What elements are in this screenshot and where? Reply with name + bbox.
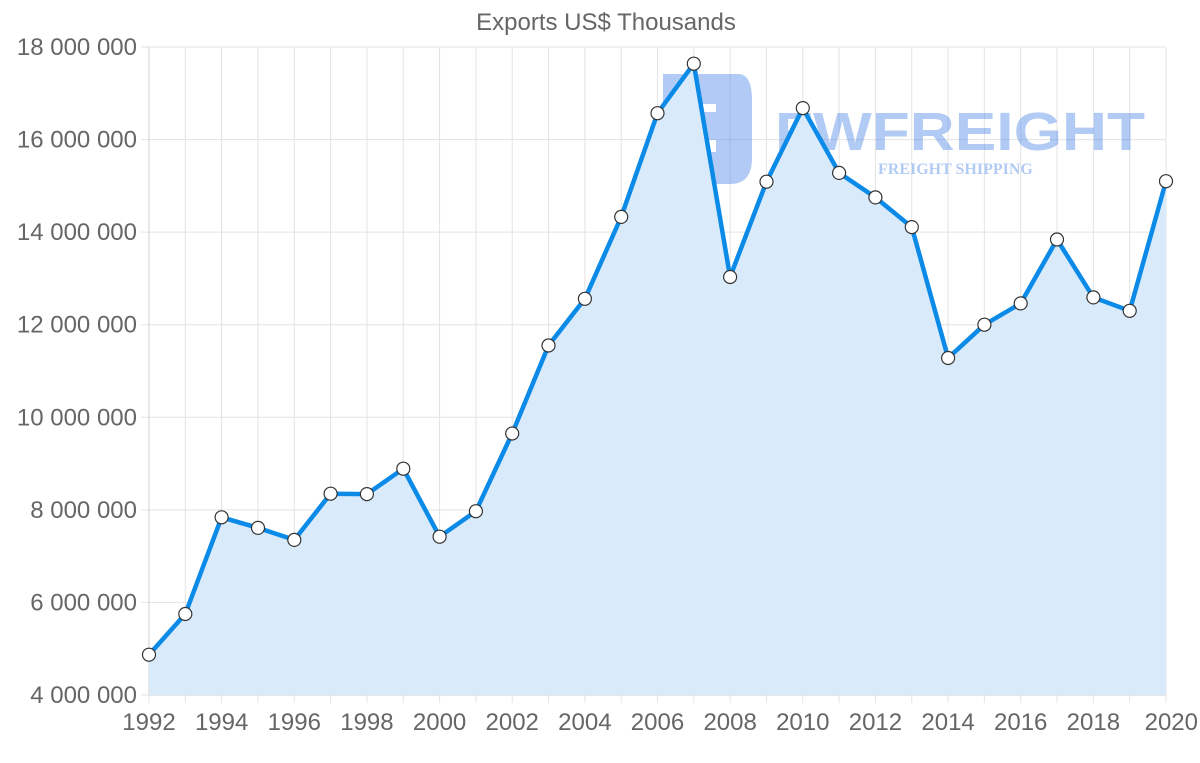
x-tick-label: 2018	[1067, 709, 1120, 736]
watermark-tagline: FREIGHT SHIPPING	[878, 161, 1033, 178]
x-tick-label: 2014	[921, 709, 974, 736]
data-point-2012[interactable]	[868, 190, 883, 205]
series-area	[149, 63, 1166, 695]
x-tick-label: 2002	[486, 709, 539, 736]
data-point-2013[interactable]	[904, 220, 919, 235]
x-tick-label: 1998	[340, 709, 393, 736]
y-tick-label: 16 000 000	[17, 127, 137, 154]
data-point-2018[interactable]	[1086, 290, 1101, 305]
data-point-2010[interactable]	[795, 100, 810, 116]
data-point-2016[interactable]	[1013, 296, 1028, 311]
y-tick-label: 6 000 000	[30, 589, 137, 616]
data-point-1996[interactable]	[287, 532, 302, 548]
data-point-2019[interactable]	[1122, 303, 1137, 318]
data-point-2002[interactable]	[505, 426, 520, 441]
data-point-1997[interactable]	[323, 486, 338, 501]
data-point-2000[interactable]	[432, 529, 447, 544]
x-tick-label: 2004	[558, 709, 611, 736]
data-points	[141, 56, 1174, 662]
x-tick-label: 1996	[268, 709, 321, 736]
data-point-2020[interactable]	[1158, 174, 1174, 189]
x-tick-label: 2010	[776, 709, 829, 736]
y-tick-label: 14 000 000	[17, 219, 137, 246]
chart-title: Exports US$ Thousands	[476, 9, 736, 36]
x-tick-label: 1994	[195, 709, 248, 736]
y-axis-ticks: 4 000 000 6 000 000 8 000 000 10 000 000 12 …	[17, 34, 137, 709]
data-point-2015[interactable]	[977, 317, 992, 332]
data-point-2017[interactable]	[1049, 232, 1065, 247]
watermark-brand: FWFREIGHT	[775, 102, 1145, 162]
x-tick-label: 2020	[1145, 709, 1198, 736]
y-tick-label: 4 000 000	[30, 682, 137, 709]
data-point-2007[interactable]	[686, 56, 701, 71]
x-tick-label: 2008	[703, 709, 756, 736]
data-point-1993[interactable]	[178, 606, 193, 622]
data-point-2003[interactable]	[541, 338, 556, 353]
y-tick-label: 12 000 000	[17, 312, 137, 339]
data-point-2014[interactable]	[940, 350, 956, 366]
data-point-1992[interactable]	[141, 647, 157, 662]
y-tick-label: 8 000 000	[30, 497, 137, 524]
x-axis-ticks: 1992 1994 1996 1998 2000 2002 2004 2006 2008 2010…	[122, 709, 1198, 736]
data-point-2004[interactable]	[577, 291, 593, 306]
x-tick-label: 2012	[849, 709, 902, 736]
watermark: FWFREIGHT FREIGHT SHIPPING	[663, 74, 1145, 184]
data-point-2005[interactable]	[614, 209, 629, 224]
data-point-1994[interactable]	[214, 510, 229, 525]
x-tick-label: 2016	[994, 709, 1047, 736]
y-tick-label: 10 000 000	[17, 404, 137, 431]
series-area-fill	[149, 63, 1166, 695]
x-tick-label: 1992	[122, 709, 175, 736]
data-point-1998[interactable]	[359, 487, 374, 502]
data-point-2001[interactable]	[468, 504, 483, 519]
data-point-2009[interactable]	[759, 174, 774, 189]
x-tick-label: 2000	[413, 709, 466, 736]
data-point-2011[interactable]	[831, 165, 847, 180]
data-point-2006[interactable]	[650, 106, 665, 121]
data-point-1999[interactable]	[396, 461, 411, 476]
x-tick-label: 2006	[631, 709, 684, 736]
y-tick-label: 18 000 000	[17, 34, 137, 61]
data-point-1995[interactable]	[250, 520, 266, 536]
data-point-2008[interactable]	[722, 269, 738, 285]
